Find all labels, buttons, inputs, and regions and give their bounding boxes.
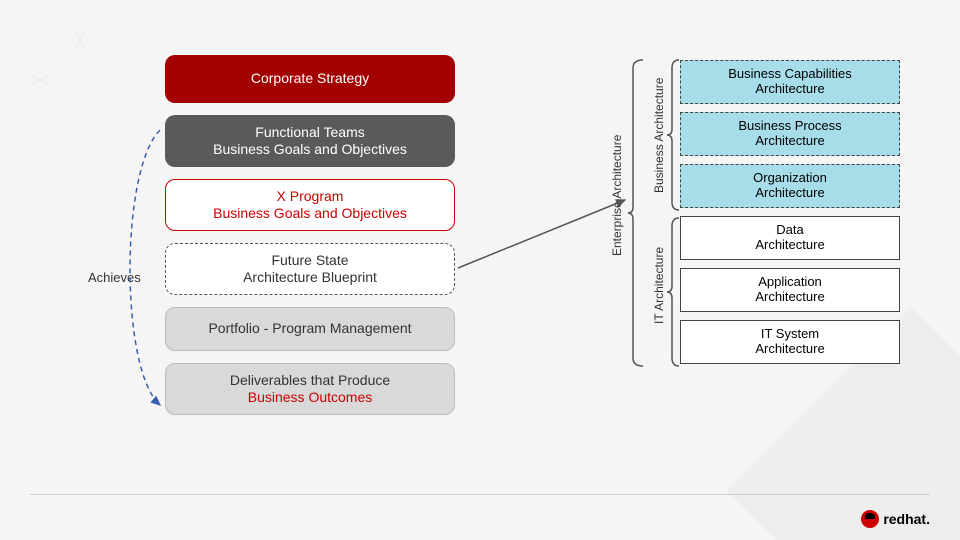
bg-pattern: [0, 0, 160, 160]
box-line2: Business Goals and Objectives: [178, 205, 442, 223]
right-box-5: IT SystemArchitecture: [680, 320, 900, 364]
right-box-2: OrganizationArchitecture: [680, 164, 900, 208]
left-box-1: Functional TeamsBusiness Goals and Objec…: [165, 115, 455, 167]
box-line1: Portfolio - Program Management: [178, 320, 442, 338]
achieves-label: Achieves: [88, 270, 141, 285]
left-box-4: Portfolio - Program Management: [165, 307, 455, 351]
left-box-0: Corporate Strategy: [165, 55, 455, 103]
redhat-logo: redhat.: [861, 510, 930, 528]
it-arch-label: IT Architecture: [652, 230, 666, 340]
box-line1: Functional Teams: [177, 124, 443, 142]
right-column: Business CapabilitiesArchitectureBusines…: [680, 60, 900, 372]
rbox-line2: Architecture: [681, 342, 899, 357]
business-arch-label: Business Architecture: [652, 70, 666, 200]
left-column: Corporate StrategyFunctional TeamsBusine…: [165, 55, 455, 427]
slide: Corporate StrategyFunctional TeamsBusine…: [0, 0, 960, 540]
box-line2: Business Goals and Objectives: [177, 141, 443, 159]
right-box-3: DataArchitecture: [680, 216, 900, 260]
footer-divider: [30, 494, 930, 495]
rbox-line1: Data: [681, 223, 899, 238]
right-box-4: ApplicationArchitecture: [680, 268, 900, 312]
rbox-line1: Business Capabilities: [681, 67, 899, 82]
left-box-2: X ProgramBusiness Goals and Objectives: [165, 179, 455, 231]
left-box-5: Deliverables that ProduceBusiness Outcom…: [165, 363, 455, 415]
box-line1: Corporate Strategy: [177, 70, 443, 88]
left-box-3: Future StateArchitecture Blueprint: [165, 243, 455, 295]
box-line2: Business Outcomes: [178, 389, 442, 407]
rbox-line2: Architecture: [681, 290, 899, 305]
right-box-1: Business ProcessArchitecture: [680, 112, 900, 156]
rbox-line2: Architecture: [681, 186, 899, 201]
rbox-line1: Application: [681, 275, 899, 290]
redhat-logo-icon: [861, 510, 879, 528]
right-box-0: Business CapabilitiesArchitecture: [680, 60, 900, 104]
rbox-line2: Architecture: [681, 134, 899, 149]
rbox-line1: Organization: [681, 171, 899, 186]
rbox-line2: Architecture: [681, 238, 899, 253]
box-line1: Future State: [178, 252, 442, 270]
enterprise-arch-label: Enterprise Architecture: [610, 125, 624, 265]
rbox-line1: IT System: [681, 327, 899, 342]
redhat-logo-text: redhat.: [883, 511, 930, 527]
rbox-line1: Business Process: [681, 119, 899, 134]
box-line2: Architecture Blueprint: [178, 269, 442, 287]
box-line1: X Program: [178, 188, 442, 206]
rbox-line2: Architecture: [681, 82, 899, 97]
box-line1: Deliverables that Produce: [178, 372, 442, 390]
